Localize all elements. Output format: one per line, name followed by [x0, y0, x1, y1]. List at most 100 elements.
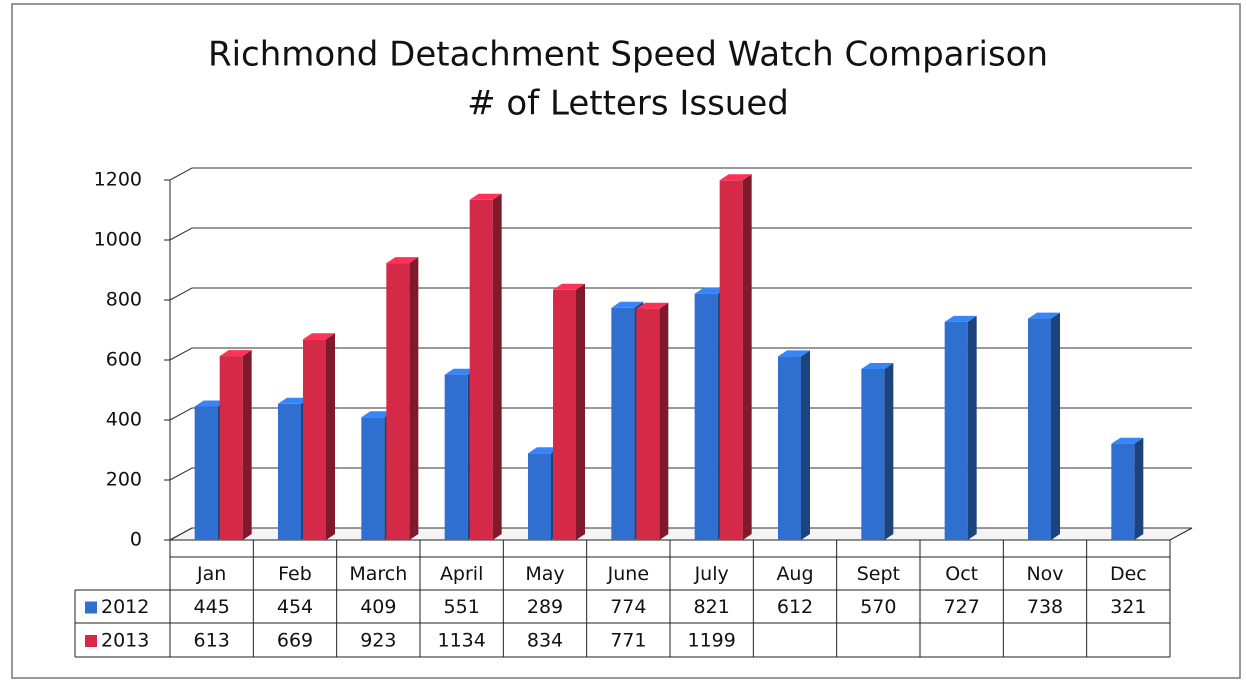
bar-top	[528, 447, 560, 454]
table-value: 454	[277, 596, 313, 618]
bar	[219, 350, 252, 540]
bar-top	[861, 363, 894, 369]
bar-front	[303, 339, 326, 540]
table-value: 445	[194, 596, 230, 618]
bar	[303, 333, 335, 540]
bar-front	[194, 406, 218, 540]
x-tick-label: June	[607, 563, 649, 585]
x-tick-label: May	[525, 563, 564, 585]
table-value: 834	[527, 630, 563, 652]
x-tick-label: Dec	[1110, 563, 1147, 585]
bar-front	[528, 453, 551, 540]
bar	[1111, 437, 1144, 540]
table-value: 669	[277, 630, 313, 652]
grid-line	[169, 287, 1192, 301]
grid-line	[169, 347, 1192, 361]
table-value: 570	[860, 596, 896, 618]
x-tick-label: Oct	[945, 563, 978, 585]
x-tick-label: Jan	[196, 563, 226, 585]
bar-side	[242, 350, 252, 540]
table-value: 738	[1027, 596, 1063, 618]
bar-side	[659, 302, 669, 540]
bar-front	[278, 403, 301, 540]
bar-top	[719, 174, 752, 181]
bar-top	[1111, 437, 1144, 444]
bar-side	[492, 193, 502, 541]
bar-top	[636, 302, 669, 309]
bar-side	[1051, 312, 1060, 540]
bar-top	[194, 400, 227, 407]
bar	[636, 302, 669, 540]
bar	[469, 193, 502, 541]
bar-top	[303, 333, 335, 340]
bar-top	[469, 193, 502, 200]
grid-line	[169, 467, 1192, 481]
legend-label: 2012	[101, 596, 149, 618]
bar-top	[944, 315, 977, 322]
y-tick-label: 800	[106, 289, 142, 311]
table-value: 551	[444, 596, 480, 618]
bar-side	[801, 350, 810, 540]
bar-front	[553, 289, 576, 540]
table-value: 774	[610, 596, 646, 618]
bar-front	[778, 356, 801, 540]
bar-front	[1028, 318, 1051, 540]
grid-line	[169, 227, 1192, 241]
grid-line	[169, 527, 1192, 541]
table-value: 289	[527, 596, 563, 618]
x-tick-label: Aug	[776, 563, 813, 585]
table-value: 771	[610, 630, 646, 652]
bar	[386, 257, 419, 540]
table-value: 613	[194, 630, 230, 652]
y-tick-label: 400	[106, 409, 142, 431]
table-value: 321	[1110, 596, 1146, 618]
bar	[944, 315, 977, 540]
table-value: 612	[777, 596, 813, 618]
bar-side	[1134, 437, 1144, 540]
bar-top	[694, 287, 727, 294]
x-tick-label: July	[694, 563, 729, 585]
x-tick-label: Feb	[278, 563, 312, 585]
bar-side	[576, 283, 585, 540]
bar-top	[361, 411, 394, 418]
bar-front	[636, 308, 660, 540]
bar-side	[967, 315, 977, 540]
table-value: 727	[944, 596, 980, 618]
table-value: 821	[694, 596, 730, 618]
bar-side	[409, 257, 419, 540]
bar-side	[884, 363, 894, 540]
bar	[1028, 312, 1060, 540]
bar-side	[742, 174, 752, 541]
bar-front	[861, 369, 885, 540]
bar-front	[694, 293, 718, 540]
x-tick-label: Nov	[1026, 563, 1063, 585]
bar-top	[278, 397, 310, 404]
table-value: 409	[360, 596, 396, 618]
bar-front	[611, 307, 635, 540]
bar-top	[386, 257, 419, 264]
bar-top	[219, 350, 252, 357]
y-tick-label: 600	[106, 349, 142, 371]
bar-front	[944, 321, 968, 540]
table-value: 1134	[437, 630, 485, 652]
bar-top	[611, 301, 644, 308]
bar-front	[361, 417, 385, 540]
chart-title: Richmond Detachment Speed Watch Comparis…	[208, 35, 1048, 75]
x-tick-label: March	[349, 563, 407, 585]
bar	[553, 283, 585, 540]
table-value: 923	[360, 630, 396, 652]
bar-top	[778, 350, 810, 357]
bar	[861, 363, 894, 540]
y-tick-label: 0	[130, 529, 142, 551]
bar-front	[386, 263, 410, 540]
bar-side	[326, 333, 335, 540]
bar-front	[469, 199, 493, 541]
bar-front	[1111, 443, 1135, 540]
bar-front	[719, 180, 743, 541]
y-tick-label: 1200	[94, 169, 142, 191]
bar-top	[1028, 312, 1060, 319]
bar-front	[444, 374, 468, 540]
x-tick-label: Sept	[857, 563, 900, 585]
legend-swatch	[85, 635, 97, 647]
